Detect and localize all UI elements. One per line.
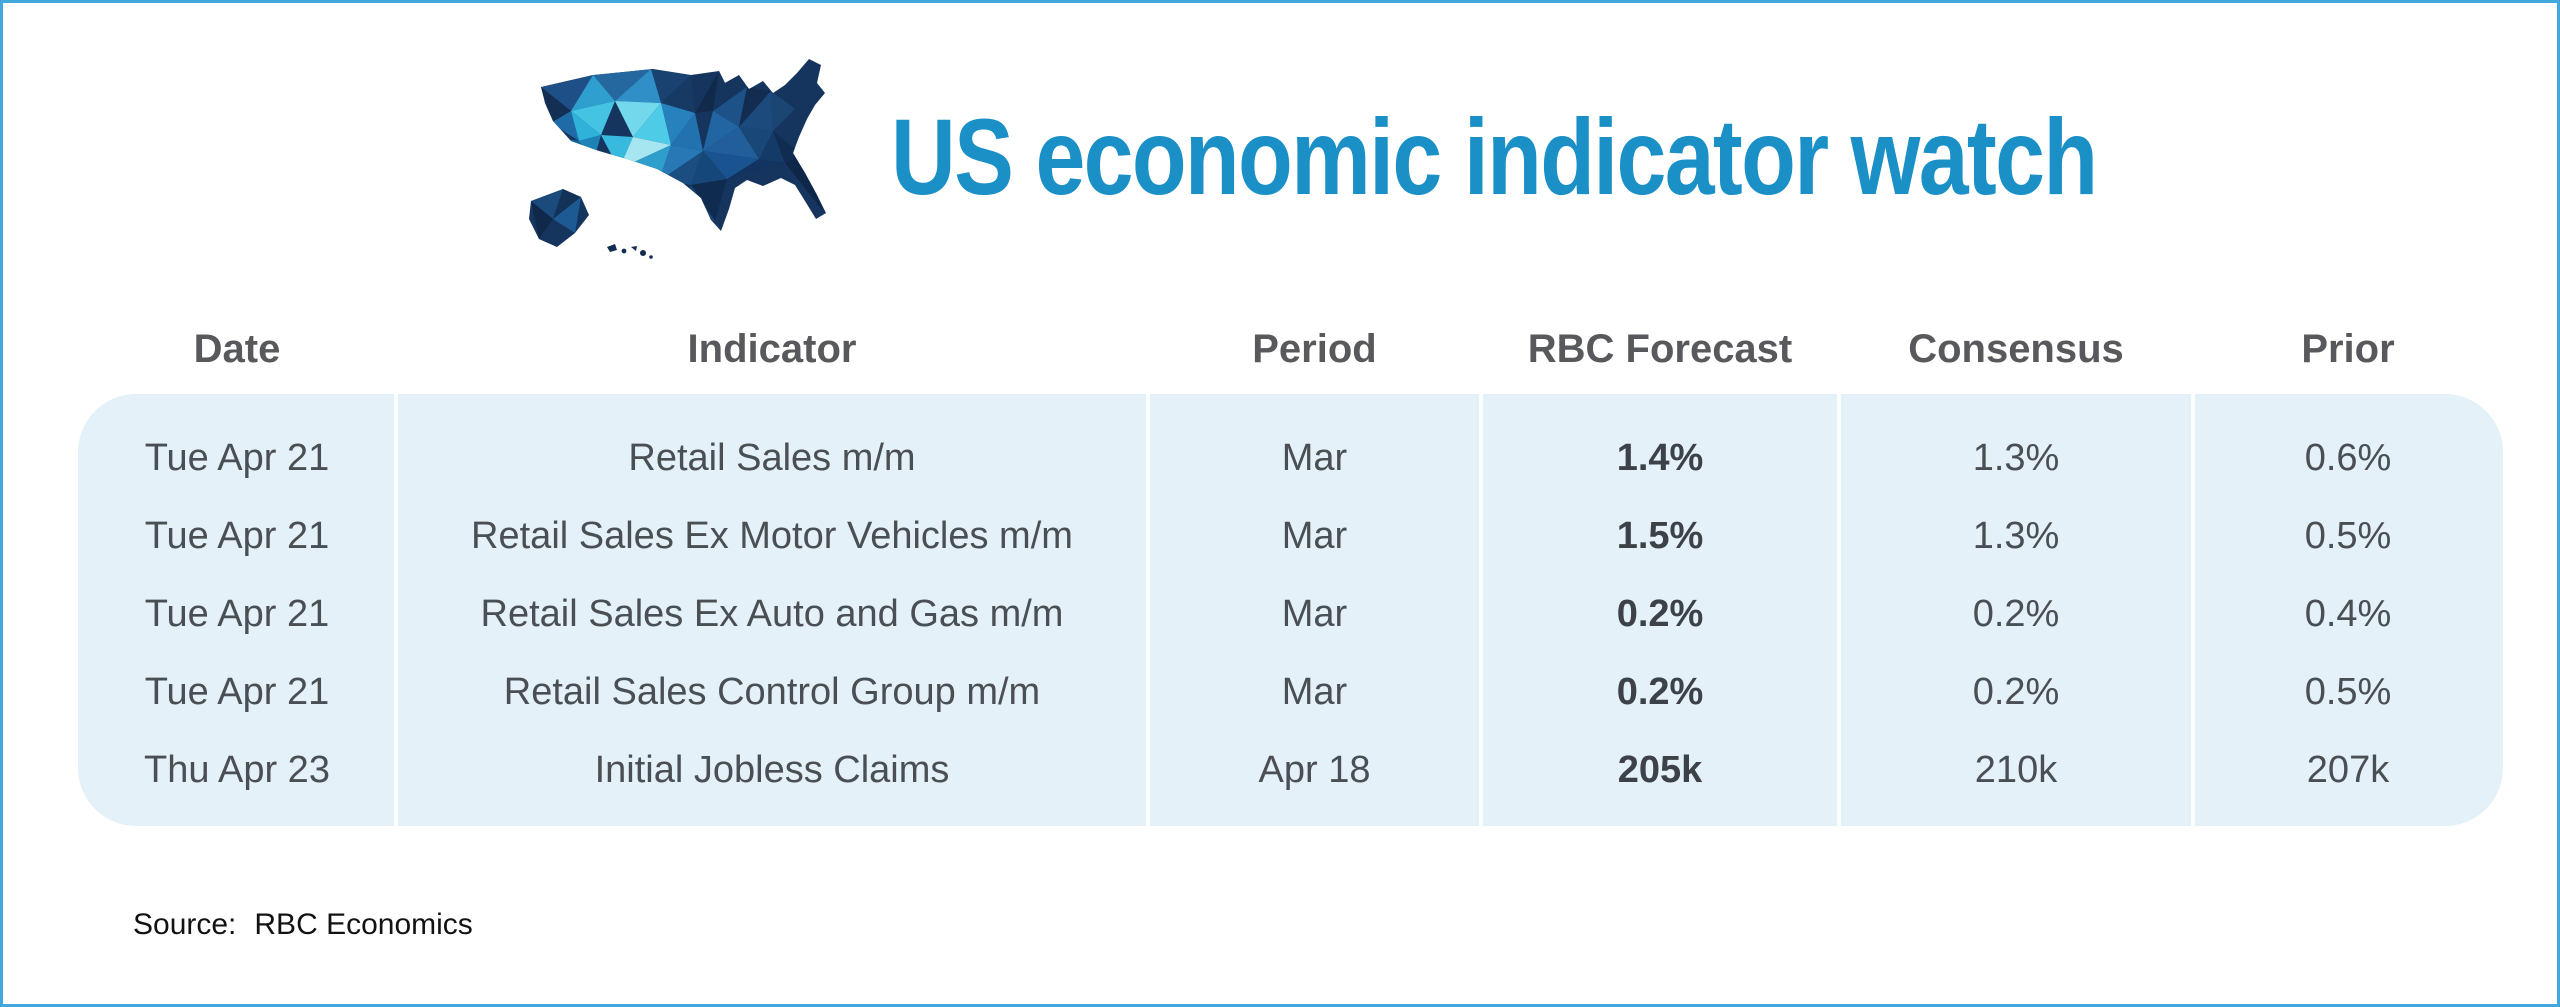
cell-date: Tue Apr 21 xyxy=(144,670,330,713)
cell-indicator: Retail Sales Ex Motor Vehicles m/m xyxy=(471,514,1073,557)
cell-rbc-forecast: 0.2% xyxy=(1616,592,1704,635)
cell-consensus: 1.3% xyxy=(1972,436,2060,479)
column-divider xyxy=(1479,394,1483,826)
cell-consensus: 0.2% xyxy=(1972,592,2060,635)
cell-period: Mar xyxy=(1281,436,1348,479)
table-row: Tue Apr 21 Retail Sales Ex Motor Vehicle… xyxy=(78,497,2503,575)
cell-date: Tue Apr 21 xyxy=(144,436,330,479)
column-header-rbc-forecast: RBC Forecast xyxy=(1527,326,1793,371)
column-divider xyxy=(2191,394,2195,826)
cell-consensus: 210k xyxy=(1974,748,2058,791)
cell-indicator: Initial Jobless Claims xyxy=(594,748,950,791)
table-column-headers: Date Indicator Period RBC Forecast Conse… xyxy=(78,321,2503,377)
page-title: US economic indicator watch xyxy=(891,96,2098,217)
cell-period: Mar xyxy=(1281,670,1348,713)
cell-consensus: 0.2% xyxy=(1972,670,2060,713)
cell-rbc-forecast: 1.5% xyxy=(1616,514,1704,557)
table-row: Tue Apr 21 Retail Sales Control Group m/… xyxy=(78,653,2503,731)
column-header-period: Period xyxy=(1252,326,1377,371)
cell-indicator: Retail Sales Control Group m/m xyxy=(503,670,1041,713)
cell-date: Thu Apr 23 xyxy=(144,748,330,791)
table-row: Thu Apr 23 Initial Jobless Claims Apr 18… xyxy=(78,731,2503,809)
cell-date: Tue Apr 21 xyxy=(144,592,330,635)
cell-period: Apr 18 xyxy=(1258,748,1371,791)
column-header-prior: Prior xyxy=(2301,326,2395,371)
cell-prior: 0.5% xyxy=(2304,514,2392,557)
hawaii-islands xyxy=(607,244,653,259)
cell-rbc-forecast: 0.2% xyxy=(1616,670,1704,713)
column-header-consensus: Consensus xyxy=(1908,326,2124,371)
column-header-indicator: Indicator xyxy=(687,326,857,371)
source-value: RBC Economics xyxy=(254,908,473,941)
cell-consensus: 1.3% xyxy=(1972,514,2060,557)
cell-period: Mar xyxy=(1281,592,1348,635)
column-divider xyxy=(394,394,398,826)
cell-indicator: Retail Sales m/m xyxy=(628,436,916,479)
cell-date: Tue Apr 21 xyxy=(144,514,330,557)
cell-prior: 0.5% xyxy=(2304,670,2392,713)
column-divider xyxy=(1146,394,1150,826)
table-row: Tue Apr 21 Retail Sales Ex Auto and Gas … xyxy=(78,575,2503,653)
us-map-icon xyxy=(523,49,863,263)
cell-rbc-forecast: 1.4% xyxy=(1616,436,1704,479)
column-divider xyxy=(1837,394,1841,826)
table-row: Tue Apr 21 Retail Sales m/m Mar 1.4% 1.3… xyxy=(78,419,2503,497)
cell-prior: 0.6% xyxy=(2304,436,2392,479)
source-label: Source: xyxy=(133,908,237,941)
cell-prior: 207k xyxy=(2306,748,2390,791)
cell-rbc-forecast: 205k xyxy=(1617,748,1703,791)
source-note: Source: RBC Economics xyxy=(133,908,473,942)
table-rows: Tue Apr 21 Retail Sales m/m Mar 1.4% 1.3… xyxy=(78,394,2503,826)
column-header-date: Date xyxy=(193,326,281,371)
cell-indicator: Retail Sales Ex Auto and Gas m/m xyxy=(480,592,1064,635)
indicator-table: Tue Apr 21 Retail Sales m/m Mar 1.4% 1.3… xyxy=(78,394,2503,826)
cell-period: Mar xyxy=(1281,514,1348,557)
cell-prior: 0.4% xyxy=(2304,592,2392,635)
